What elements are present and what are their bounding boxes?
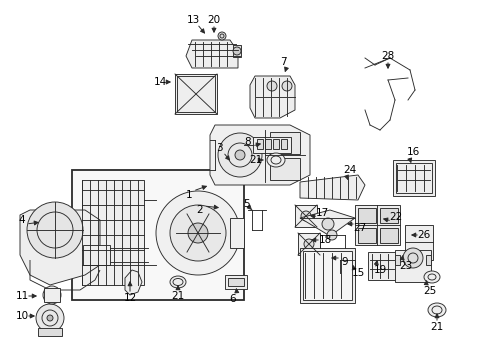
Circle shape — [235, 150, 244, 160]
Text: 24: 24 — [343, 165, 356, 175]
Bar — [294, 205, 316, 227]
Text: 10: 10 — [16, 311, 28, 321]
Text: 16: 16 — [406, 147, 419, 157]
Bar — [224, 275, 246, 289]
Circle shape — [232, 47, 241, 55]
Circle shape — [43, 286, 61, 304]
Circle shape — [47, 290, 57, 300]
Bar — [229, 218, 244, 248]
Text: 9: 9 — [341, 257, 347, 267]
Text: 1: 1 — [185, 190, 192, 200]
Bar — [392, 160, 434, 196]
Polygon shape — [209, 125, 309, 185]
Text: 21: 21 — [429, 322, 443, 332]
Polygon shape — [20, 210, 100, 285]
Circle shape — [266, 81, 276, 91]
Circle shape — [156, 191, 240, 275]
Ellipse shape — [170, 276, 185, 288]
Bar — [297, 233, 319, 255]
Text: 23: 23 — [399, 261, 412, 271]
Bar — [357, 208, 375, 223]
Ellipse shape — [427, 303, 445, 317]
Text: 15: 15 — [351, 268, 364, 278]
Text: 12: 12 — [123, 293, 136, 303]
Ellipse shape — [266, 153, 285, 167]
Bar — [38, 328, 62, 336]
Circle shape — [218, 32, 225, 40]
Text: 3: 3 — [215, 143, 222, 153]
Polygon shape — [299, 210, 354, 236]
Circle shape — [36, 304, 64, 332]
Ellipse shape — [423, 271, 439, 283]
Bar — [394, 255, 399, 265]
Bar — [227, 278, 244, 286]
Circle shape — [402, 248, 422, 268]
Bar — [379, 228, 397, 243]
Polygon shape — [299, 175, 364, 200]
Bar — [395, 163, 431, 193]
Text: 17: 17 — [315, 208, 328, 218]
Bar — [82, 180, 143, 285]
Bar — [252, 137, 290, 153]
Circle shape — [170, 205, 225, 261]
Bar — [394, 250, 430, 282]
Text: 21: 21 — [171, 291, 184, 301]
Text: 5: 5 — [242, 199, 249, 209]
Text: 20: 20 — [207, 15, 220, 25]
Bar — [232, 45, 241, 57]
Text: 22: 22 — [388, 212, 402, 222]
Bar — [407, 258, 419, 266]
Bar — [303, 251, 351, 300]
Text: 4: 4 — [19, 215, 25, 225]
Circle shape — [326, 230, 336, 240]
Bar — [367, 252, 395, 280]
Bar — [281, 139, 286, 149]
Polygon shape — [185, 40, 238, 68]
Text: 25: 25 — [423, 286, 436, 296]
Text: 7: 7 — [279, 57, 286, 67]
Bar — [264, 139, 270, 149]
Bar — [269, 158, 299, 180]
Circle shape — [187, 223, 207, 243]
Polygon shape — [83, 245, 110, 265]
Bar — [272, 139, 279, 149]
Text: 28: 28 — [381, 51, 394, 61]
Bar — [379, 208, 397, 223]
Text: 21: 21 — [249, 155, 262, 165]
Polygon shape — [125, 270, 142, 295]
Bar — [404, 225, 432, 260]
Text: 27: 27 — [353, 223, 366, 233]
Text: 2: 2 — [196, 205, 203, 215]
Text: 11: 11 — [15, 291, 29, 301]
Bar — [175, 74, 217, 114]
Bar — [357, 228, 375, 243]
Text: 13: 13 — [186, 15, 199, 25]
Bar — [44, 288, 60, 302]
Text: 14: 14 — [153, 77, 166, 87]
Circle shape — [321, 218, 333, 230]
Circle shape — [47, 315, 53, 321]
Text: 18: 18 — [318, 235, 331, 245]
Circle shape — [27, 202, 83, 258]
Circle shape — [282, 81, 291, 91]
Text: 26: 26 — [417, 230, 430, 240]
Circle shape — [218, 133, 262, 177]
Text: 19: 19 — [373, 265, 386, 275]
Bar — [425, 255, 430, 265]
Polygon shape — [249, 76, 294, 118]
Bar — [299, 248, 354, 303]
Text: 8: 8 — [244, 137, 251, 147]
Bar — [257, 139, 263, 149]
Circle shape — [304, 239, 313, 249]
Bar — [177, 76, 215, 112]
Bar — [72, 170, 244, 300]
Circle shape — [301, 211, 310, 221]
Text: 6: 6 — [229, 294, 236, 304]
Bar — [269, 132, 299, 154]
Bar — [354, 205, 399, 245]
